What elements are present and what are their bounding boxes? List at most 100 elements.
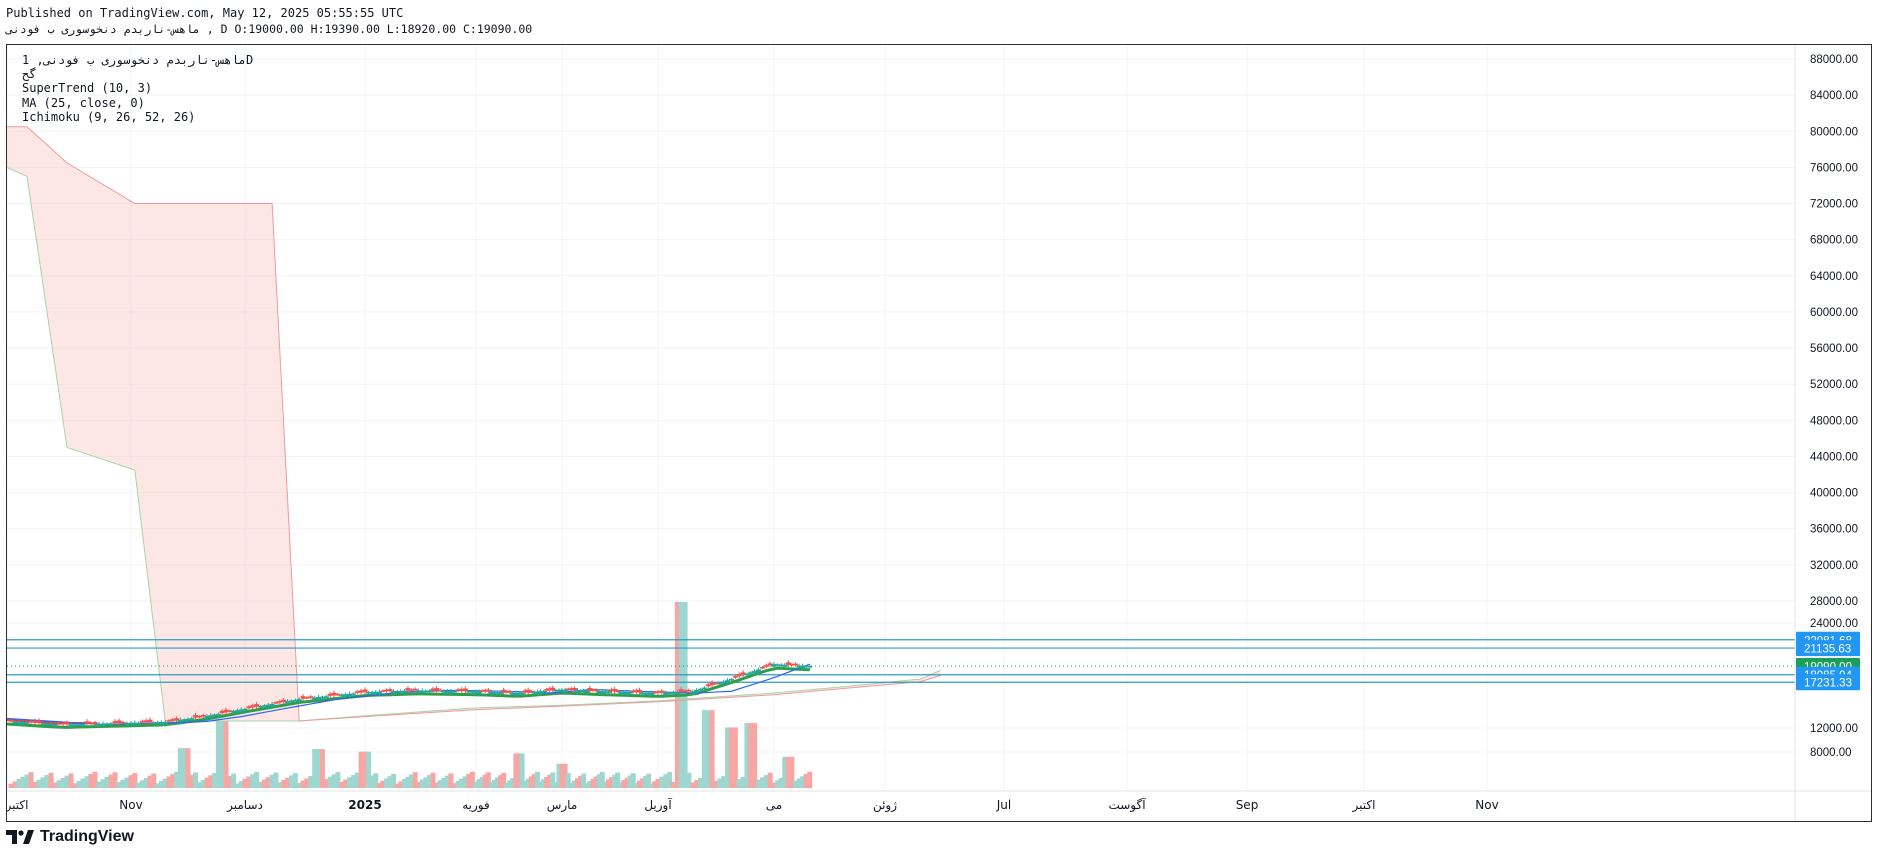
candle[interactable] [544,689,550,691]
tradingview-logo[interactable]: TradingView [6,828,134,846]
candle[interactable] [327,693,333,696]
candle[interactable] [803,665,809,668]
candle[interactable] [292,699,298,702]
candle[interactable] [659,690,665,693]
candle[interactable] [166,720,172,722]
candle[interactable] [277,700,283,703]
candle[interactable] [227,710,233,712]
candle[interactable] [416,690,422,693]
candle[interactable] [444,690,450,693]
candle[interactable] [219,710,225,714]
candle[interactable] [104,723,110,725]
candle[interactable] [238,709,244,713]
candle[interactable] [584,690,590,693]
candle[interactable] [84,721,90,724]
candle[interactable] [335,693,341,696]
candle[interactable] [155,722,161,724]
legend-ichimoku[interactable]: Ichimoku (9, 26, 52, 26) [22,110,196,124]
candle[interactable] [181,719,187,721]
candle[interactable] [246,706,252,709]
candle[interactable] [158,721,164,725]
candle[interactable] [434,688,440,691]
candle[interactable] [437,689,443,692]
candle[interactable] [273,702,279,704]
candle[interactable] [265,704,271,707]
candle[interactable] [208,715,214,718]
candle[interactable] [391,691,397,694]
candle[interactable] [624,691,630,695]
candle[interactable] [52,724,58,727]
candle[interactable] [725,680,731,683]
candle[interactable] [807,665,813,668]
candle[interactable] [717,682,723,685]
candle[interactable] [562,689,568,693]
candle[interactable] [223,709,229,713]
candle[interactable] [312,697,318,700]
candle[interactable] [405,688,411,691]
candle[interactable] [553,690,559,692]
candle[interactable] [732,676,738,678]
candle[interactable] [68,724,74,727]
candle[interactable] [678,689,684,692]
candle[interactable] [423,690,429,693]
candle[interactable] [534,691,540,694]
candle[interactable] [507,690,513,693]
candle[interactable] [593,689,599,691]
candle[interactable] [482,689,488,692]
candle[interactable] [234,710,240,713]
candle[interactable] [612,688,618,692]
candle[interactable] [132,722,138,726]
candle[interactable] [44,723,50,726]
candle[interactable] [565,688,571,691]
candle[interactable] [767,663,773,666]
candle[interactable] [88,722,94,725]
candle[interactable] [568,688,574,690]
candle[interactable] [789,663,795,666]
candle[interactable] [426,690,432,693]
candle[interactable] [547,688,553,691]
candle[interactable] [369,691,375,694]
candle[interactable] [376,691,382,695]
candle[interactable] [485,689,491,692]
candle[interactable] [339,694,345,697]
candle[interactable] [698,688,704,691]
candle[interactable] [242,708,248,711]
candle[interactable] [215,713,221,716]
candles[interactable] [8,660,813,729]
candle[interactable] [728,679,734,681]
legend-supertrend[interactable]: SuperTrend (10, 3) [22,81,153,95]
candle[interactable] [630,690,636,693]
candle[interactable] [72,724,78,726]
candle[interactable] [343,694,349,697]
candle[interactable] [147,719,153,723]
candle[interactable] [800,665,806,669]
candle[interactable] [663,692,669,696]
candle[interactable] [36,720,42,723]
candle[interactable] [452,690,458,693]
candle[interactable] [257,706,263,708]
candle[interactable] [200,714,206,717]
candle[interactable] [350,693,356,695]
candle[interactable] [694,690,700,693]
candle[interactable] [609,689,615,692]
candle[interactable] [516,693,522,695]
legend-ma[interactable]: MA (25, close, 0) [22,96,145,110]
candle[interactable] [56,723,62,725]
candle[interactable] [177,719,183,723]
candle[interactable] [587,688,593,691]
candle[interactable] [12,721,18,724]
candle[interactable] [269,703,275,707]
candle[interactable] [713,682,719,685]
candle[interactable] [510,692,516,695]
candle[interactable] [581,690,587,693]
candle[interactable] [550,687,556,691]
candle[interactable] [636,689,642,693]
candle[interactable] [409,689,415,691]
candle[interactable] [559,689,565,692]
candle[interactable] [531,691,537,694]
candle[interactable] [76,724,82,726]
candle[interactable] [782,664,788,667]
candle[interactable] [441,690,447,693]
candle[interactable] [185,718,191,721]
candle[interactable] [736,674,742,677]
